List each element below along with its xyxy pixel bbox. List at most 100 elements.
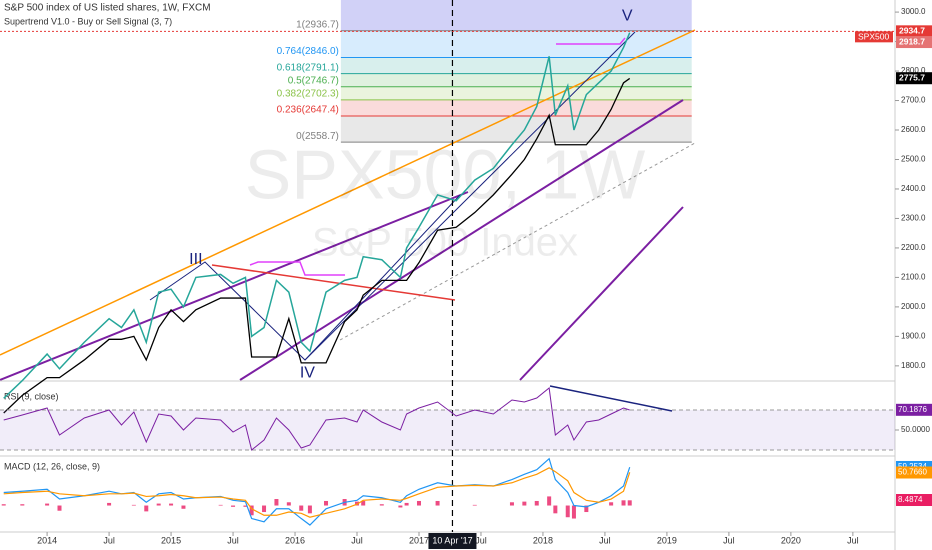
symbol-label: SPX500 — [858, 32, 889, 42]
fib-zone — [340, 99, 692, 117]
fib-label: 0.618(2791.1) — [277, 62, 339, 73]
indicator-title: Supertrend V1.0 - Buy or Sell Signal (3,… — [4, 16, 172, 26]
fib-top-zone — [340, 0, 692, 31]
price-label-bg — [896, 25, 932, 38]
macd-histogram-bar — [609, 502, 614, 506]
fib-zone — [340, 30, 692, 58]
macd-histogram-bar — [435, 500, 440, 506]
macd-histogram-bar — [522, 501, 527, 506]
price-label: 2775.7 — [899, 72, 925, 82]
macd-histogram-bar — [156, 503, 161, 506]
x-tick-label: Jul — [723, 535, 735, 545]
trendlines — [0, 29, 696, 381]
trendline — [339, 142, 696, 341]
trendline — [0, 29, 696, 356]
x-tick-label: 2016 — [285, 535, 305, 545]
macd-histogram-bar — [324, 500, 329, 506]
y-tick-label: 3000.0 — [901, 7, 926, 16]
crosshair-label: 10 Apr '17 — [432, 535, 472, 545]
x-tick-label: 2017 — [409, 535, 429, 545]
macd-histogram-bar — [398, 505, 403, 508]
macd-histogram-bar — [299, 505, 304, 511]
y-tick-label: 2000.0 — [901, 302, 926, 311]
trendline — [211, 264, 456, 301]
supertrend-up — [249, 261, 345, 276]
rsi-divergence — [549, 385, 673, 412]
x-tick-label: 2019 — [657, 535, 677, 545]
macd-histogram-bar — [534, 500, 539, 506]
rsi-current-label: 70.1876 — [898, 405, 927, 414]
macd-histogram-bar — [621, 500, 626, 506]
y-tick-label: 2400.0 — [901, 184, 926, 193]
wave-label: V — [622, 8, 633, 25]
price-label-bg — [896, 36, 932, 49]
price-label: 2934.7 — [899, 26, 925, 36]
macd-histogram-bar — [553, 505, 558, 514]
fib-label: 0.236(2647.4) — [277, 105, 339, 116]
watermark: SPX500, 1W — [245, 135, 646, 213]
wave-label: III — [189, 251, 202, 268]
fib-zone — [340, 86, 692, 100]
rsi-tick-label: 50.0000 — [901, 425, 930, 434]
macd-histogram-bar — [1, 504, 6, 506]
macd-histogram-bar — [107, 502, 112, 506]
macd-histogram-bar — [472, 504, 477, 506]
macd-histogram-bar — [243, 505, 248, 507]
x-tick-label: 2020 — [781, 535, 801, 545]
fib-label: 0.382(2702.3) — [277, 88, 339, 99]
macd-histogram-bar — [307, 505, 312, 514]
x-tick-label: Jul — [351, 535, 363, 545]
macd-histogram-bar — [274, 499, 279, 506]
y-tick-label: 2200.0 — [901, 243, 926, 252]
macd-histogram-bar — [45, 503, 50, 506]
macd-histogram-bar — [169, 503, 174, 506]
watermark-sub: S&P 500 Index — [312, 221, 578, 265]
fib-zone — [340, 57, 692, 74]
y-tick-label: 2800.0 — [901, 66, 926, 75]
macd-current-bg — [896, 494, 932, 507]
drawings-layer: 1(2936.7) 0.764(2846.0) 0.618(2791.1) 0.5(2… — [277, 0, 692, 143]
macd-histogram-bar — [404, 502, 409, 506]
macd-current-label: 50.7660 — [898, 468, 927, 477]
macd-histogram-bar — [262, 505, 267, 513]
macd-current-label: 8.4874 — [898, 495, 923, 504]
fib-zone — [340, 116, 692, 143]
fib-label: 0(2558.7) — [296, 131, 339, 142]
x-tick-label: Jul — [599, 535, 611, 545]
macd-title: MACD (12, 26, close, 9) — [4, 461, 100, 471]
pattern-line — [304, 31, 636, 361]
macd-histogram-bar — [249, 505, 254, 516]
price-line — [3, 32, 631, 399]
macd-line — [3, 467, 631, 518]
rsi-current-bg — [896, 403, 932, 416]
macd-current-bg — [896, 466, 932, 479]
macd-histogram-bar — [379, 504, 384, 506]
fib-zone — [340, 73, 692, 87]
price-label: 2918.7 — [899, 36, 925, 46]
x-tick-label: Jul — [227, 535, 239, 545]
x-tick-label: Jul — [103, 535, 115, 545]
y-tick-label: 1800.0 — [901, 361, 926, 370]
macd-histogram-bar — [286, 502, 291, 506]
y-tick-label: 2500.0 — [901, 155, 926, 164]
supertrend-line — [3, 77, 631, 414]
macd-histogram-bar — [231, 505, 236, 507]
y-tick-label: 2700.0 — [901, 96, 926, 105]
fib-label: 0.5(2746.7) — [288, 75, 339, 86]
trendline — [239, 99, 684, 381]
macd-histogram-bar — [181, 505, 186, 509]
symbol-label-bg — [855, 31, 893, 43]
fib-label: 1(2936.7) — [296, 19, 339, 30]
x-tick-label: 2018 — [533, 535, 553, 545]
macd-histogram-bar — [218, 504, 223, 506]
x-tick-label: Jul — [475, 535, 487, 545]
wave-label: IV — [300, 364, 315, 381]
macd-histogram-bar — [584, 505, 589, 513]
x-tick-label: 2015 — [161, 535, 181, 545]
x-tick-label: 2014 — [37, 535, 57, 545]
x-tick-label: Jul — [847, 535, 859, 545]
y-tick-label: 2600.0 — [901, 125, 926, 134]
